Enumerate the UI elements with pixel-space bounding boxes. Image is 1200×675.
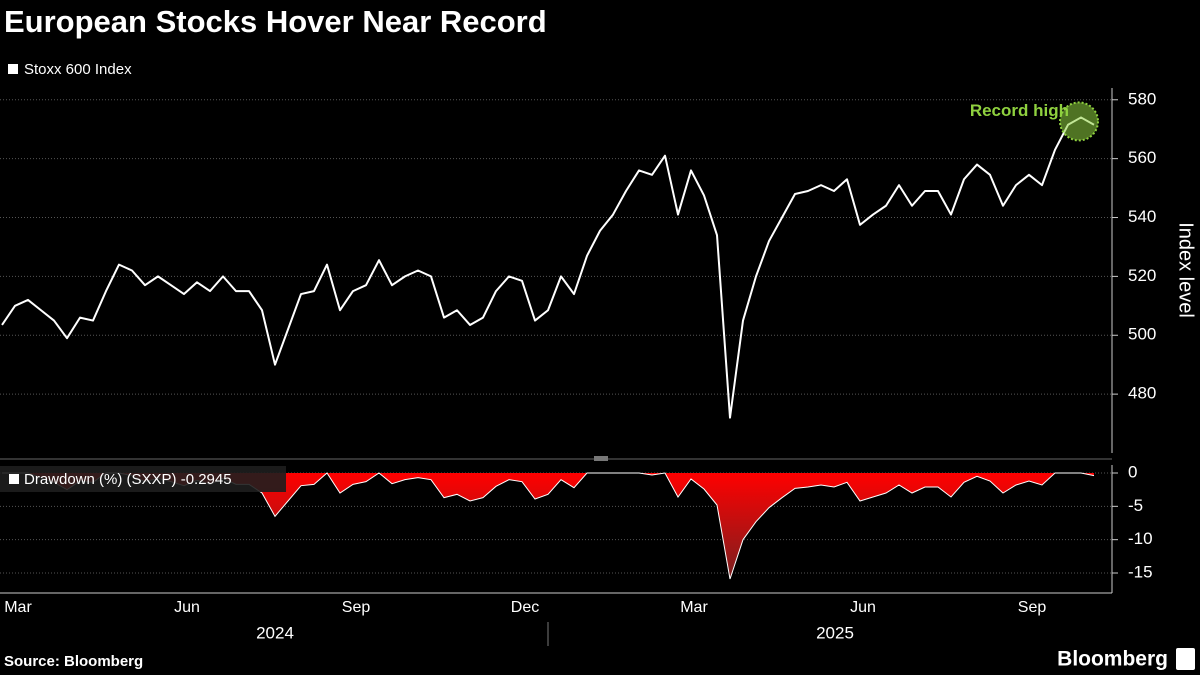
x-tick-label: Dec	[511, 599, 539, 616]
y-tick-label: 0	[1128, 462, 1137, 481]
y-tick-label: -15	[1128, 562, 1153, 581]
x-tick-label: Sep	[342, 599, 371, 616]
panel-handle	[594, 456, 608, 461]
record-circle	[1059, 101, 1099, 142]
x-tick-label: Jun	[174, 599, 200, 616]
y-tick-label: 560	[1128, 148, 1156, 167]
area-fill	[2, 473, 1094, 579]
source: Source: Bloomberg	[4, 653, 143, 670]
legend-swatch	[8, 64, 18, 74]
index-line	[1, 116, 1095, 419]
x-tick-label: Jun	[850, 599, 876, 616]
brand: Bloomberg	[1057, 648, 1168, 671]
y-tick-label: -5	[1128, 496, 1143, 515]
brand-icon	[1176, 648, 1195, 670]
x-tick-label: Mar	[4, 599, 32, 616]
year-label: 2024	[256, 623, 294, 642]
chart-title: European Stocks Hover Near Record	[4, 4, 547, 39]
y-tick-label: 500	[1128, 325, 1156, 344]
legend-box	[0, 466, 286, 492]
year-label: 2025	[816, 623, 854, 642]
annotation: Record high	[970, 101, 1069, 120]
x-tick-label: Sep	[1018, 599, 1047, 616]
y-tick-label: 540	[1128, 207, 1156, 226]
y-tick-label: -10	[1128, 529, 1153, 548]
x-tick-label: Mar	[680, 599, 708, 616]
legend-label: Stoxx 600 Index	[24, 61, 132, 78]
y-axis-title: Index level	[1175, 222, 1197, 318]
y-tick-label: 580	[1128, 89, 1156, 108]
y-tick-label: 480	[1128, 384, 1156, 403]
y-tick-label: 520	[1128, 266, 1156, 285]
legend-label: Drawdown (%) (SXXP) -0.2945	[24, 471, 232, 488]
legend-swatch	[9, 474, 19, 484]
